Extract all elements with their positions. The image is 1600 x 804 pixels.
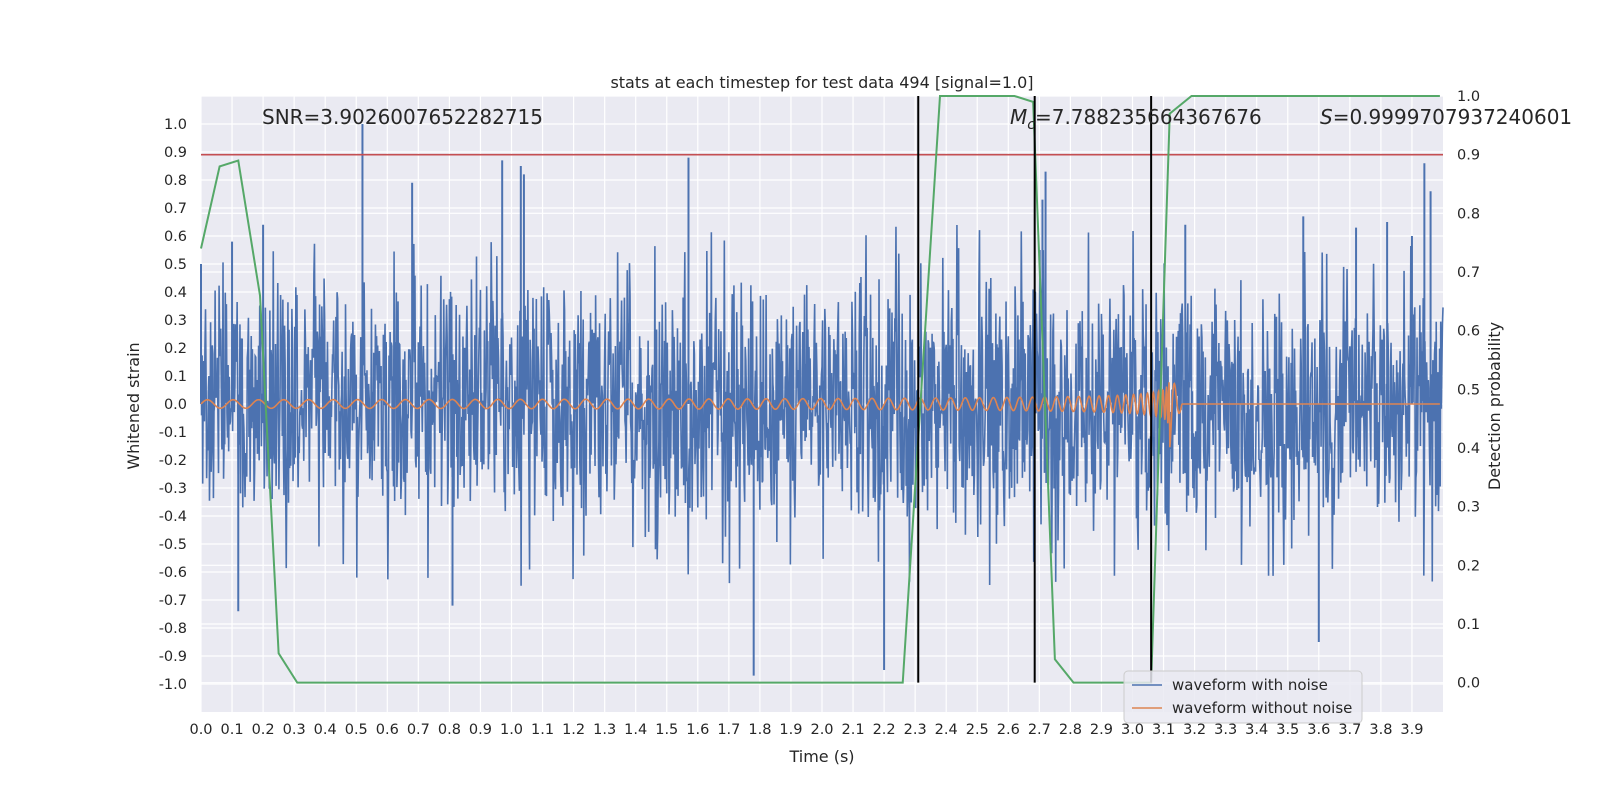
y-left-tick-label: 0.1 (164, 369, 187, 385)
x-tick-label: 0.7 (407, 722, 430, 738)
x-tick-label: 0.5 (345, 722, 368, 738)
x-tick-label: 3.7 (1338, 722, 1361, 738)
chart-title: stats at each timestep for test data 494… (610, 73, 1033, 92)
x-tick-label: 1.7 (717, 722, 740, 738)
y-left-tick-label: 0.2 (164, 341, 187, 357)
x-tick-label: 0.1 (221, 722, 244, 738)
snr-annotation: SNR=3.9026007652282715 (262, 105, 543, 129)
y-left-tick-label: -0.4 (159, 509, 187, 525)
y-left-tick-label: 0.0 (164, 397, 187, 413)
y-left-tick-label: 0.5 (164, 257, 187, 273)
plot-area (200, 95, 1444, 684)
x-tick-label: 0.8 (438, 722, 461, 738)
x-tick-label: 2.4 (935, 722, 958, 738)
x-tick-label: 2.0 (810, 722, 833, 738)
x-tick-label: 3.4 (1245, 722, 1268, 738)
legend-label-clean: waveform without noise (1172, 699, 1352, 717)
x-tick-label: 0.9 (469, 722, 492, 738)
y-left-tick-label: -0.7 (159, 593, 187, 609)
y-right-tick-label: 0.4 (1457, 441, 1480, 457)
y-left-tick-label: 0.9 (164, 145, 187, 161)
x-tick-label: 2.6 (997, 722, 1020, 738)
y-left-tick-label: -0.9 (159, 649, 187, 665)
score-annotation: S=0.9999707937240601 (1320, 105, 1572, 129)
x-tick-label: 1.1 (531, 722, 554, 738)
x-tick-label: 1.9 (779, 722, 802, 738)
y-left-tick-label: -0.5 (159, 537, 187, 553)
chirp-mass-symbol: M (1010, 105, 1027, 129)
x-tick-label: 3.6 (1307, 722, 1330, 738)
y-left-tick-label: -0.6 (159, 565, 187, 581)
y-left-tick-label: -0.3 (159, 481, 187, 497)
legend-box (1123, 670, 1363, 724)
score-symbol: S (1320, 105, 1333, 129)
x-tick-label: 1.0 (500, 722, 523, 738)
x-tick-label: 2.5 (966, 722, 989, 738)
y-axis-left-label: Whitened strain (124, 342, 143, 469)
score-value: =0.9999707937240601 (1333, 105, 1572, 129)
x-tick-label: 1.4 (624, 722, 647, 738)
y-right-tick-label: 0.6 (1457, 324, 1480, 340)
x-tick-label: 2.3 (904, 722, 927, 738)
x-tick-label: 3.3 (1214, 722, 1237, 738)
y-right-tick-label: 0.2 (1457, 558, 1480, 574)
x-tick-label: 2.1 (842, 722, 865, 738)
series-detection-probability (200, 95, 1440, 684)
x-tick-label: 1.5 (655, 722, 678, 738)
y-right-tick-label: 0.0 (1457, 676, 1480, 692)
series-waveform-without-noise (200, 382, 1440, 448)
x-tick-label: 0.0 (189, 722, 212, 738)
y-left-tick-label: -0.2 (159, 453, 187, 469)
y-left-tick-label: 1.0 (164, 117, 187, 133)
y-left-tick-label: 0.8 (164, 173, 187, 189)
x-tick-label: 2.7 (1028, 722, 1051, 738)
x-tick-label: 3.0 (1121, 722, 1144, 738)
y-right-tick-label: 1.0 (1457, 89, 1480, 105)
x-tick-label: 3.2 (1183, 722, 1206, 738)
x-tick-label: 1.2 (562, 722, 585, 738)
y-left-tick-label: 0.7 (164, 201, 187, 217)
y-left-tick-label: 0.6 (164, 229, 187, 245)
y-right-tick-label: 0.9 (1457, 148, 1480, 164)
y-left-tick-label: -0.1 (159, 425, 187, 441)
chirp-mass-value: =7.788235664367676 (1035, 105, 1262, 129)
x-tick-label: 0.3 (283, 722, 306, 738)
x-tick-label: 3.8 (1369, 722, 1392, 738)
x-tick-label: 1.3 (593, 722, 616, 738)
x-tick-label: 2.8 (1059, 722, 1082, 738)
x-tick-label: 1.6 (686, 722, 709, 738)
x-axis-label: Time (s) (788, 747, 854, 766)
x-tick-label: 2.9 (1090, 722, 1113, 738)
y-right-tick-label: 0.5 (1457, 382, 1480, 398)
y-left-tick-label: -1.0 (159, 677, 187, 693)
x-tick-label: 3.5 (1276, 722, 1299, 738)
series-waveform-with-noise (200, 224, 1444, 586)
y-left-tick-label: -0.8 (159, 621, 187, 637)
x-tick-label: 0.4 (314, 722, 337, 738)
y-right-tick-label: 0.8 (1457, 206, 1480, 222)
chirp-mass-annotation: Mc=7.788235664367676 (1010, 105, 1262, 133)
chirp-mass-subscript: c (1027, 117, 1035, 133)
y-left-tick-label: 0.3 (164, 313, 187, 329)
x-tick-label: 3.1 (1152, 722, 1175, 738)
x-tick-label: 0.2 (252, 722, 275, 738)
axes: 0.0 0.1 0.2 0.3 0.4 0.5 0.6 0.7 0.8 0.9 1.0 1.1 1.2 1… (159, 89, 1480, 738)
x-tick-label: 2.2 (873, 722, 896, 738)
x-tick-label: 1.8 (748, 722, 771, 738)
x-tick-label: 3.9 (1400, 722, 1423, 738)
x-tick-label: 0.6 (376, 722, 399, 738)
y-right-tick-label: 0.1 (1457, 617, 1480, 633)
y-left-tick-label: 0.4 (164, 285, 187, 301)
legend-label-noise: waveform with noise (1172, 676, 1328, 694)
y-right-tick-label: 0.7 (1457, 265, 1480, 281)
y-axis-right-label: Detection probability (1485, 322, 1504, 490)
y-right-tick-label: 0.3 (1457, 500, 1480, 516)
legend: waveform with noise waveform without noi… (1123, 670, 1363, 724)
